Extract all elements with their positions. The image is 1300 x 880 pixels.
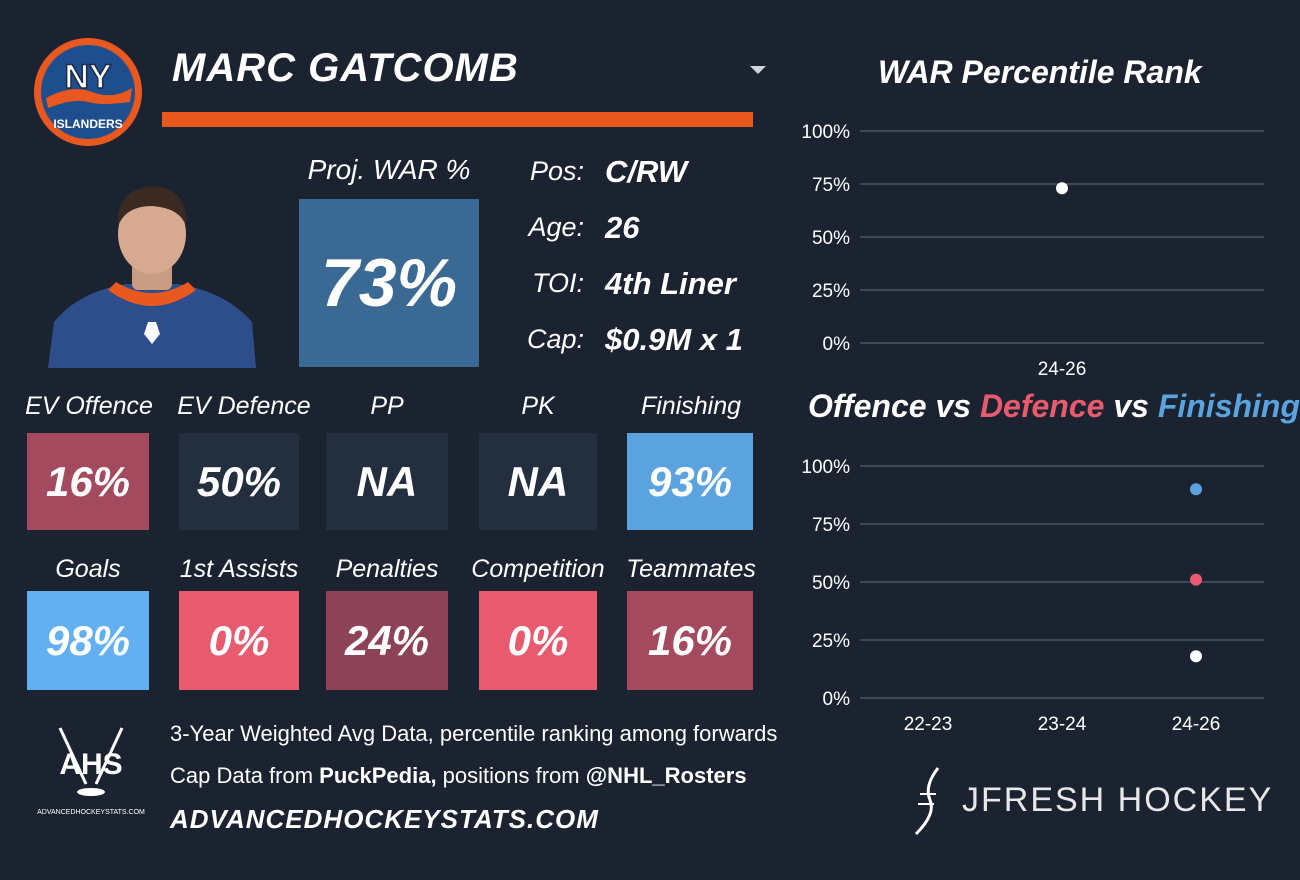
war-chart-ytick-label: 100% (801, 122, 850, 143)
title-offence: Offence (808, 388, 927, 424)
title-vs-1: vs (926, 388, 980, 424)
footer-positions-text: positions from (436, 763, 586, 788)
title-defence: Defence (979, 388, 1105, 424)
war-chart-ytick-label: 25% (812, 281, 850, 302)
ev-defence-value: 50% (179, 433, 299, 530)
pp-value: NA (326, 433, 448, 530)
jfresh-logo-icon (908, 766, 948, 836)
odf-chart-ytick-label: 100% (801, 457, 850, 478)
title-underline-bar (162, 112, 753, 127)
odf-chart-ytick-label: 0% (823, 689, 851, 710)
ahs-logo: AHS ADVANCEDHOCKEYSTATS.COM (36, 722, 146, 822)
offence-defence-finishing-chart: 100% 75% 50% 25% 0% 22-23 23-24 24-26 (801, 457, 1264, 735)
teammates-value: 16% (627, 591, 753, 690)
war-chart-title: WAR Percentile Rank (878, 54, 1202, 90)
offence-defence-finishing-title: Offence vs Defence vs Finishing (808, 388, 1300, 425)
first-assists-value: 0% (179, 591, 299, 690)
odf-chart-ytick-label: 25% (812, 631, 850, 652)
pk-label: PK (521, 392, 555, 420)
ev-defence-label: EV Defence (177, 392, 311, 420)
first-assists-label: 1st Assists (179, 555, 299, 583)
logo-ny-text: NY (64, 58, 112, 96)
odf-chart-ytick-label: 75% (812, 515, 850, 536)
islanders-logo: NY ISLANDERS (32, 36, 144, 148)
title-finishing: Finishing (1157, 388, 1300, 424)
war-chart-ytick-label: 0% (823, 334, 851, 355)
ahs-logo-subtext: ADVANCEDHOCKEYSTATS.COM (37, 809, 145, 816)
player-headshot (48, 172, 256, 368)
war-chart-xtick-label: 24-26 (1038, 359, 1087, 380)
age-value: 26 (605, 210, 640, 245)
odf-chart-data-point (1190, 650, 1202, 663)
odf-chart-xtick-label: 24-26 (1172, 714, 1221, 735)
ahs-logo-text: AHS (59, 748, 122, 781)
cap-value: $0.9M x 1 (605, 322, 743, 357)
war-chart-ytick-label: 75% (812, 175, 850, 196)
proj-war-label: Proj. WAR % (307, 154, 471, 185)
age-label: Age: (528, 212, 584, 242)
pp-label: PP (370, 392, 404, 420)
goals-value: 98% (27, 591, 149, 690)
odf-chart-ytick-label: 50% (812, 573, 850, 594)
player-dropdown-chevron-icon[interactable] (750, 66, 766, 74)
toi-label: TOI: (531, 268, 584, 298)
odf-chart-data-point (1190, 483, 1202, 496)
odf-chart-data-point (1190, 573, 1202, 586)
jfresh-brand-name: JFRESH HOCKEY (962, 781, 1274, 819)
competition-label: Competition (471, 555, 605, 583)
penalties-value: 24% (326, 591, 448, 690)
penalties-label: Penalties (335, 555, 439, 583)
ev-offence-label: EV Offence (25, 392, 153, 420)
site-url: ADVANCEDHOCKEYSTATS.COM (170, 804, 599, 834)
teammates-label: Teammates (626, 555, 756, 583)
footer-cap-prefix: Cap Data from (170, 763, 320, 788)
war-chart-data-point (1056, 182, 1068, 195)
finishing-label: Finishing (640, 392, 742, 420)
pos-value: C/RW (605, 154, 688, 189)
toi-value: 4th Liner (605, 266, 736, 301)
ev-offence-value: 16% (27, 433, 149, 530)
odf-chart-xtick-label: 22-23 (904, 714, 953, 735)
puckpedia-link: PuckPedia, (319, 763, 437, 788)
footer-note-data: 3-Year Weighted Avg Data, percentile ran… (170, 721, 778, 746)
logo-islanders-text: ISLANDERS (53, 117, 122, 131)
player-name: MARC GATCOMB (172, 46, 519, 90)
proj-war-value: 73% (299, 199, 479, 367)
odf-chart-xtick-label: 23-24 (1038, 714, 1087, 735)
goals-label: Goals (55, 555, 121, 583)
finishing-value: 93% (627, 433, 753, 530)
cap-label: Cap: (526, 324, 584, 354)
war-percentile-chart: 100% 75% 50% 25% 0% 24-26 (801, 122, 1264, 380)
footer-note-sources: Cap Data from PuckPedia, positions from … (170, 763, 747, 789)
war-chart-ytick-label: 50% (812, 228, 850, 249)
title-vs-2: vs (1104, 388, 1158, 424)
nhl-rosters-link: @NHL_Rosters (585, 763, 747, 788)
pk-value: NA (479, 433, 597, 530)
pos-label: Pos: (529, 156, 584, 186)
competition-value: 0% (479, 591, 597, 690)
